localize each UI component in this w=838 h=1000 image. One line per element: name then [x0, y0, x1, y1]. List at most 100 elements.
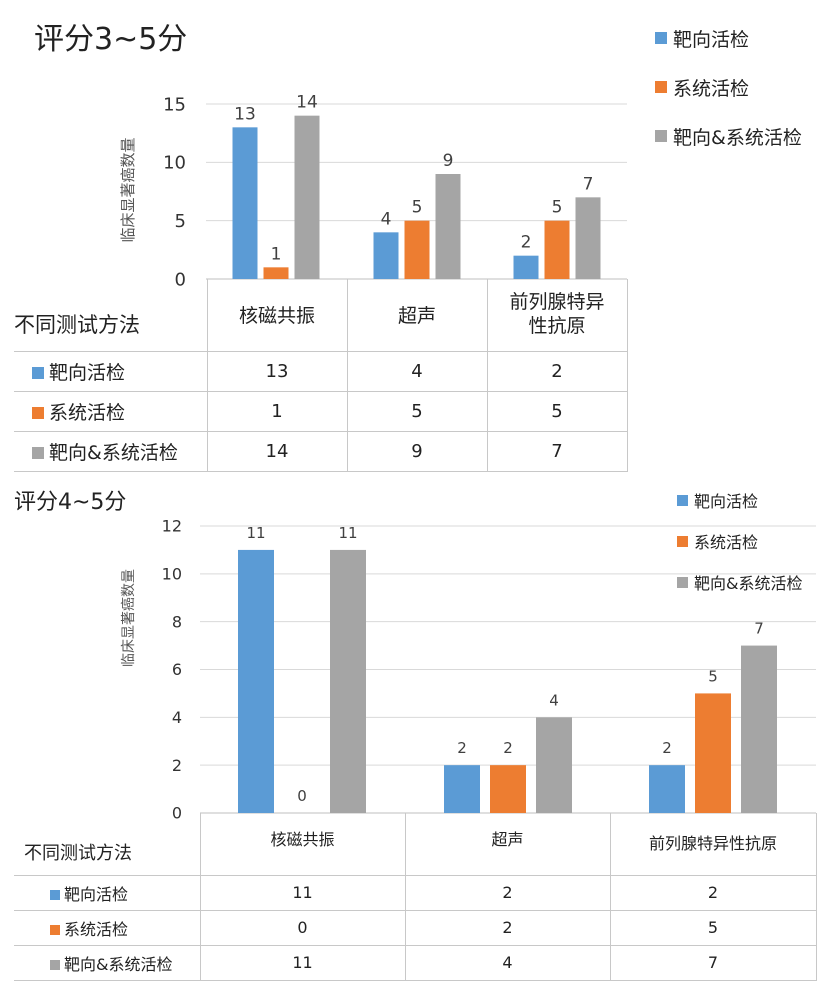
table-cell: 2: [404, 874, 611, 911]
data-label: 7: [754, 620, 764, 638]
bar: [404, 220, 430, 279]
table-cell: 1: [206, 390, 348, 432]
bar: [238, 549, 274, 813]
y-tick-label: 12: [162, 517, 182, 536]
data-label: 2: [457, 739, 467, 757]
table-cell: 7: [609, 944, 817, 981]
y-tick-label: 10: [163, 153, 186, 174]
category-label: 超声: [346, 279, 488, 352]
y-tick-label: 2: [172, 756, 182, 775]
y-tick-label: 15: [163, 94, 186, 115]
legend-swatch-blue: [655, 32, 667, 44]
y-axis-label: 临床显著癌数量: [121, 569, 137, 667]
legend-swatch-gray: [50, 960, 60, 970]
data-table: 不同测试方法 核磁共振 超声 前列腺特异性抗原 靶向活检 13 4 2 系统活检…: [14, 279, 628, 472]
bar: [695, 693, 731, 813]
bar: [263, 267, 289, 279]
legend-swatch-blue: [32, 367, 44, 379]
bar: [373, 232, 399, 279]
table-row-header: 不同测试方法: [14, 279, 207, 351]
legend-item-series-1: 靶向活检: [655, 26, 802, 51]
bar: [649, 765, 685, 813]
legend-item-series-3: 靶向&系统活检: [655, 124, 802, 149]
table-label: 不同测试方法: [14, 312, 140, 337]
y-axis-label: 临床显著癌数量: [119, 137, 137, 242]
table-cell: 4: [404, 944, 611, 981]
legend-swatch-orange: [655, 81, 667, 93]
legend-swatch-blue: [677, 494, 688, 506]
table-cell: 2: [486, 350, 628, 392]
table-row: 靶向&系统活检 11 4 7: [14, 944, 817, 981]
table-cell: 11: [199, 874, 406, 911]
table-cell: 13: [206, 350, 348, 392]
table-cell: 0: [199, 909, 406, 946]
bar: [435, 174, 461, 279]
y-tick-label: 0: [172, 804, 182, 823]
data-label: 4: [549, 691, 559, 709]
legend-label: 靶向活检: [673, 28, 750, 51]
row-header: 系统活检: [14, 390, 208, 432]
table-row: 系统活检 1 5 5: [14, 390, 628, 432]
data-label: 5: [708, 667, 718, 685]
table-row: 靶向活检 11 2 2: [14, 874, 817, 911]
chart-title: 评分3~5分: [34, 22, 188, 57]
data-label: 13: [234, 104, 256, 124]
row-label: 系统活检: [49, 401, 126, 424]
data-label: 11: [246, 524, 265, 542]
legend-swatch-gray: [32, 447, 44, 459]
legend-label: 系统活检: [694, 533, 759, 552]
data-label: 7: [583, 174, 594, 194]
row-label: 靶向活检: [64, 884, 129, 904]
y-tick-label: 4: [172, 708, 182, 727]
data-label: 4: [381, 209, 392, 229]
y-tick-label: 10: [162, 564, 182, 583]
data-label: 2: [503, 739, 513, 757]
row-header: 靶向&系统活检: [14, 430, 208, 472]
table-cell: 7: [486, 430, 628, 472]
bar: [544, 220, 570, 279]
row-label: 靶向活检: [49, 361, 126, 384]
legend-item-series-3: 靶向&系统活检: [677, 571, 802, 593]
category-label: 超声: [404, 813, 611, 876]
data-label: 5: [552, 198, 563, 218]
category-label: 前列腺特异性抗原: [609, 813, 817, 876]
legend-swatch-gray: [655, 130, 667, 142]
row-header: 靶向活检: [14, 350, 208, 392]
category-label-text: 前列腺特异性抗原: [648, 833, 777, 853]
data-label: 9: [443, 151, 454, 171]
legend-swatch-orange: [32, 407, 44, 419]
table-cell: 11: [199, 944, 406, 981]
legend-swatch-blue: [50, 890, 60, 900]
category-label-text: 前列腺特异性抗原: [509, 291, 605, 337]
data-label: 1: [271, 244, 282, 264]
table-row-header: 不同测试方法: [14, 813, 200, 875]
legend-item-series-2: 系统活检: [655, 75, 802, 100]
bar: [536, 717, 572, 813]
data-label: 14: [296, 93, 318, 113]
row-label: 靶向&系统活检: [64, 954, 173, 974]
legend-swatch-orange: [50, 925, 60, 935]
legend-swatch-gray: [677, 576, 688, 588]
bar: [741, 645, 777, 813]
table-label: 不同测试方法: [24, 842, 132, 864]
bar: [490, 765, 526, 813]
y-tick-label: 0: [175, 269, 186, 290]
data-label: 5: [412, 198, 423, 218]
bar: [513, 255, 539, 279]
row-label: 系统活检: [64, 919, 129, 939]
bar: [444, 765, 480, 813]
bar: [330, 549, 366, 813]
chart-title: 评分4~5分: [14, 490, 127, 515]
data-label: 0: [297, 787, 307, 805]
row-header: 靶向活检: [14, 874, 201, 911]
row-header: 靶向&系统活检: [14, 944, 201, 981]
y-tick-label: 8: [172, 612, 182, 631]
table-row: 靶向活检 13 4 2: [14, 350, 628, 392]
table-cell: 2: [404, 909, 611, 946]
legend-item-series-2: 系统活检: [677, 530, 802, 552]
data-label: 2: [662, 739, 672, 757]
chart-legend: 靶向活检 系统活检 靶向&系统活检: [655, 26, 802, 149]
row-header: 系统活检: [14, 909, 201, 946]
legend-label: 靶向&系统活检: [694, 574, 803, 593]
